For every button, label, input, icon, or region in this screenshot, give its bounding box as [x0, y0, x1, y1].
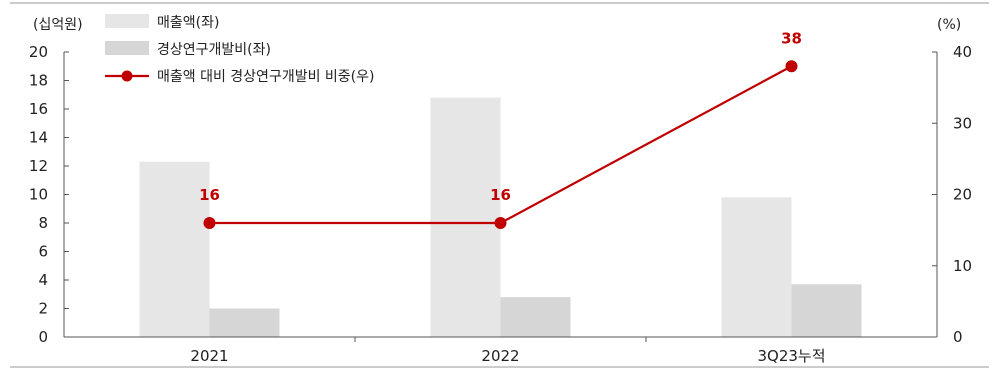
- ratio-point: [785, 60, 798, 73]
- x-axis-tick-label: 3Q23누적: [757, 347, 825, 365]
- left-axis-tick-label: 14: [29, 129, 48, 147]
- legend-marker-ratio: [121, 70, 133, 82]
- legend: 매출액(좌) 경상연구개발비(좌) 매출액 대비 경상연구개발비 비중(우): [105, 14, 374, 85]
- left-axis-tick-label: 16: [29, 100, 48, 118]
- right-axis-tick-label: 20: [953, 186, 972, 204]
- left-axis-tick-label: 6: [38, 243, 48, 261]
- ratio-point: [203, 217, 216, 229]
- right-axis-tick-label: 40: [953, 43, 972, 61]
- bar-group: [139, 97, 862, 337]
- x-axis-tick-label: 2022: [481, 347, 519, 365]
- revenue-bar: [721, 197, 792, 337]
- legend-label: 매출액 대비 경상연구개발비 비중(우): [157, 69, 374, 85]
- left-axis-unit: (십억원): [33, 17, 83, 33]
- left-axis-tick-label: 12: [29, 157, 48, 175]
- right-axis-unit: (%): [937, 17, 961, 33]
- legend-label: 경상연구개발비(좌): [157, 42, 271, 58]
- left-axis-tick-label: 18: [29, 72, 48, 90]
- axes: 0 2 4 6 8 10 12 14 16 18 20 0 10 20 30 40 2021 2022 3Q23누적: [29, 43, 972, 365]
- ratio-line-series: 16 16 38: [199, 29, 802, 229]
- rnd-expense-bar: [209, 308, 280, 337]
- right-axis-tick-label: 10: [953, 257, 972, 275]
- rnd-expense-bar: [791, 284, 862, 337]
- rnd-expense-bar: [500, 297, 571, 337]
- x-axis-tick-label: 2021: [190, 347, 228, 365]
- ratio-data-label: 16: [490, 186, 511, 204]
- left-axis-tick-label: 8: [38, 214, 48, 232]
- left-axis-tick-label: 20: [29, 43, 48, 61]
- revenue-bar: [430, 97, 501, 337]
- legend-swatch-rnd: [105, 41, 149, 55]
- ratio-point: [494, 217, 507, 229]
- ratio-data-label: 16: [199, 186, 220, 204]
- legend-swatch-revenue: [105, 14, 149, 28]
- left-axis-tick-label: 2: [38, 300, 48, 318]
- left-axis-tick-label: 0: [38, 328, 48, 346]
- left-axis-tick-label: 4: [38, 271, 48, 289]
- ratio-data-label: 38: [781, 29, 802, 47]
- right-axis-tick-label: 0: [953, 328, 963, 346]
- legend-label: 매출액(좌): [157, 15, 219, 31]
- revenue-bar: [139, 161, 210, 337]
- right-axis-tick-label: 30: [953, 114, 972, 132]
- left-axis-tick-label: 10: [29, 186, 48, 204]
